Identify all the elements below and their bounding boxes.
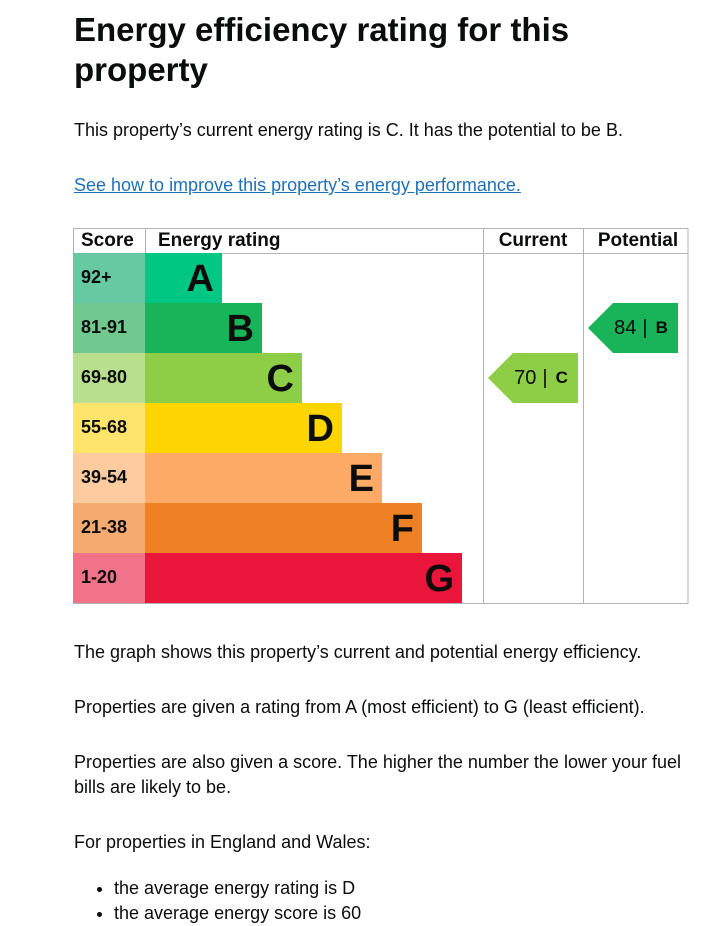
paragraph: Properties are also given a score. The h… bbox=[74, 752, 681, 797]
rating-letter: E bbox=[349, 458, 374, 500]
score-cell bbox=[73, 353, 145, 403]
column-header: Potential bbox=[598, 230, 678, 251]
improve-link[interactable]: See how to improve this property’s energ… bbox=[74, 175, 521, 195]
rating-bar bbox=[145, 253, 222, 303]
column-header: Current bbox=[499, 230, 568, 251]
rating-bar bbox=[145, 403, 342, 453]
rating-letter: B bbox=[227, 308, 254, 350]
score-range: 81-91 bbox=[81, 317, 127, 337]
paragraph: For properties in England and Wales: bbox=[74, 832, 371, 852]
current-score: 70 bbox=[514, 367, 536, 389]
list: the average energy rating is D the avera… bbox=[74, 876, 361, 926]
column-header: Score bbox=[81, 230, 134, 251]
score-cell bbox=[73, 453, 145, 503]
potential-separator: | bbox=[642, 317, 647, 339]
intro: This property’s current energy rating is… bbox=[74, 120, 623, 140]
potential-label: 84 | B bbox=[614, 317, 668, 339]
score-range: 1-20 bbox=[81, 567, 117, 587]
paragraph: Properties are given a rating from A (mo… bbox=[74, 697, 645, 717]
rating-letter: A bbox=[187, 258, 214, 300]
potential-score: 84 bbox=[614, 317, 636, 339]
rating-letter: C bbox=[267, 358, 294, 400]
rating-letter: F bbox=[391, 508, 414, 550]
score-range: 69-80 bbox=[81, 367, 127, 387]
potential-arrow bbox=[588, 303, 678, 353]
potential-band: B bbox=[656, 318, 668, 337]
list-item: the average energy score is 60 bbox=[114, 901, 361, 926]
score-cell bbox=[73, 503, 145, 553]
rating-bar bbox=[145, 303, 262, 353]
score-range: 21-38 bbox=[81, 517, 127, 537]
rating-bar bbox=[145, 503, 422, 553]
score-cell bbox=[73, 553, 145, 603]
paragraph: The graph shows this property’s current … bbox=[74, 642, 642, 662]
current-label: 70 | C bbox=[514, 367, 568, 389]
column-header: Energy rating bbox=[158, 230, 280, 251]
table-border bbox=[73, 228, 689, 604]
score-range: 39-54 bbox=[81, 467, 127, 487]
current-band: C bbox=[556, 368, 568, 387]
list-item: the average energy rating is D bbox=[114, 876, 361, 901]
heading: Energy efficiency rating for this proper… bbox=[74, 11, 570, 88]
current-arrow bbox=[488, 353, 578, 403]
rating-letter: G bbox=[424, 558, 454, 600]
rating-letter: D bbox=[307, 408, 334, 450]
score-cell bbox=[73, 253, 145, 303]
score-cell bbox=[73, 303, 145, 353]
rating-bar bbox=[145, 553, 462, 603]
score-cell bbox=[73, 403, 145, 453]
rating-bar bbox=[145, 353, 302, 403]
score-range: 92+ bbox=[81, 267, 112, 287]
score-range: 55-68 bbox=[81, 417, 127, 437]
rating-bar bbox=[145, 453, 382, 503]
current-separator: | bbox=[542, 367, 547, 389]
